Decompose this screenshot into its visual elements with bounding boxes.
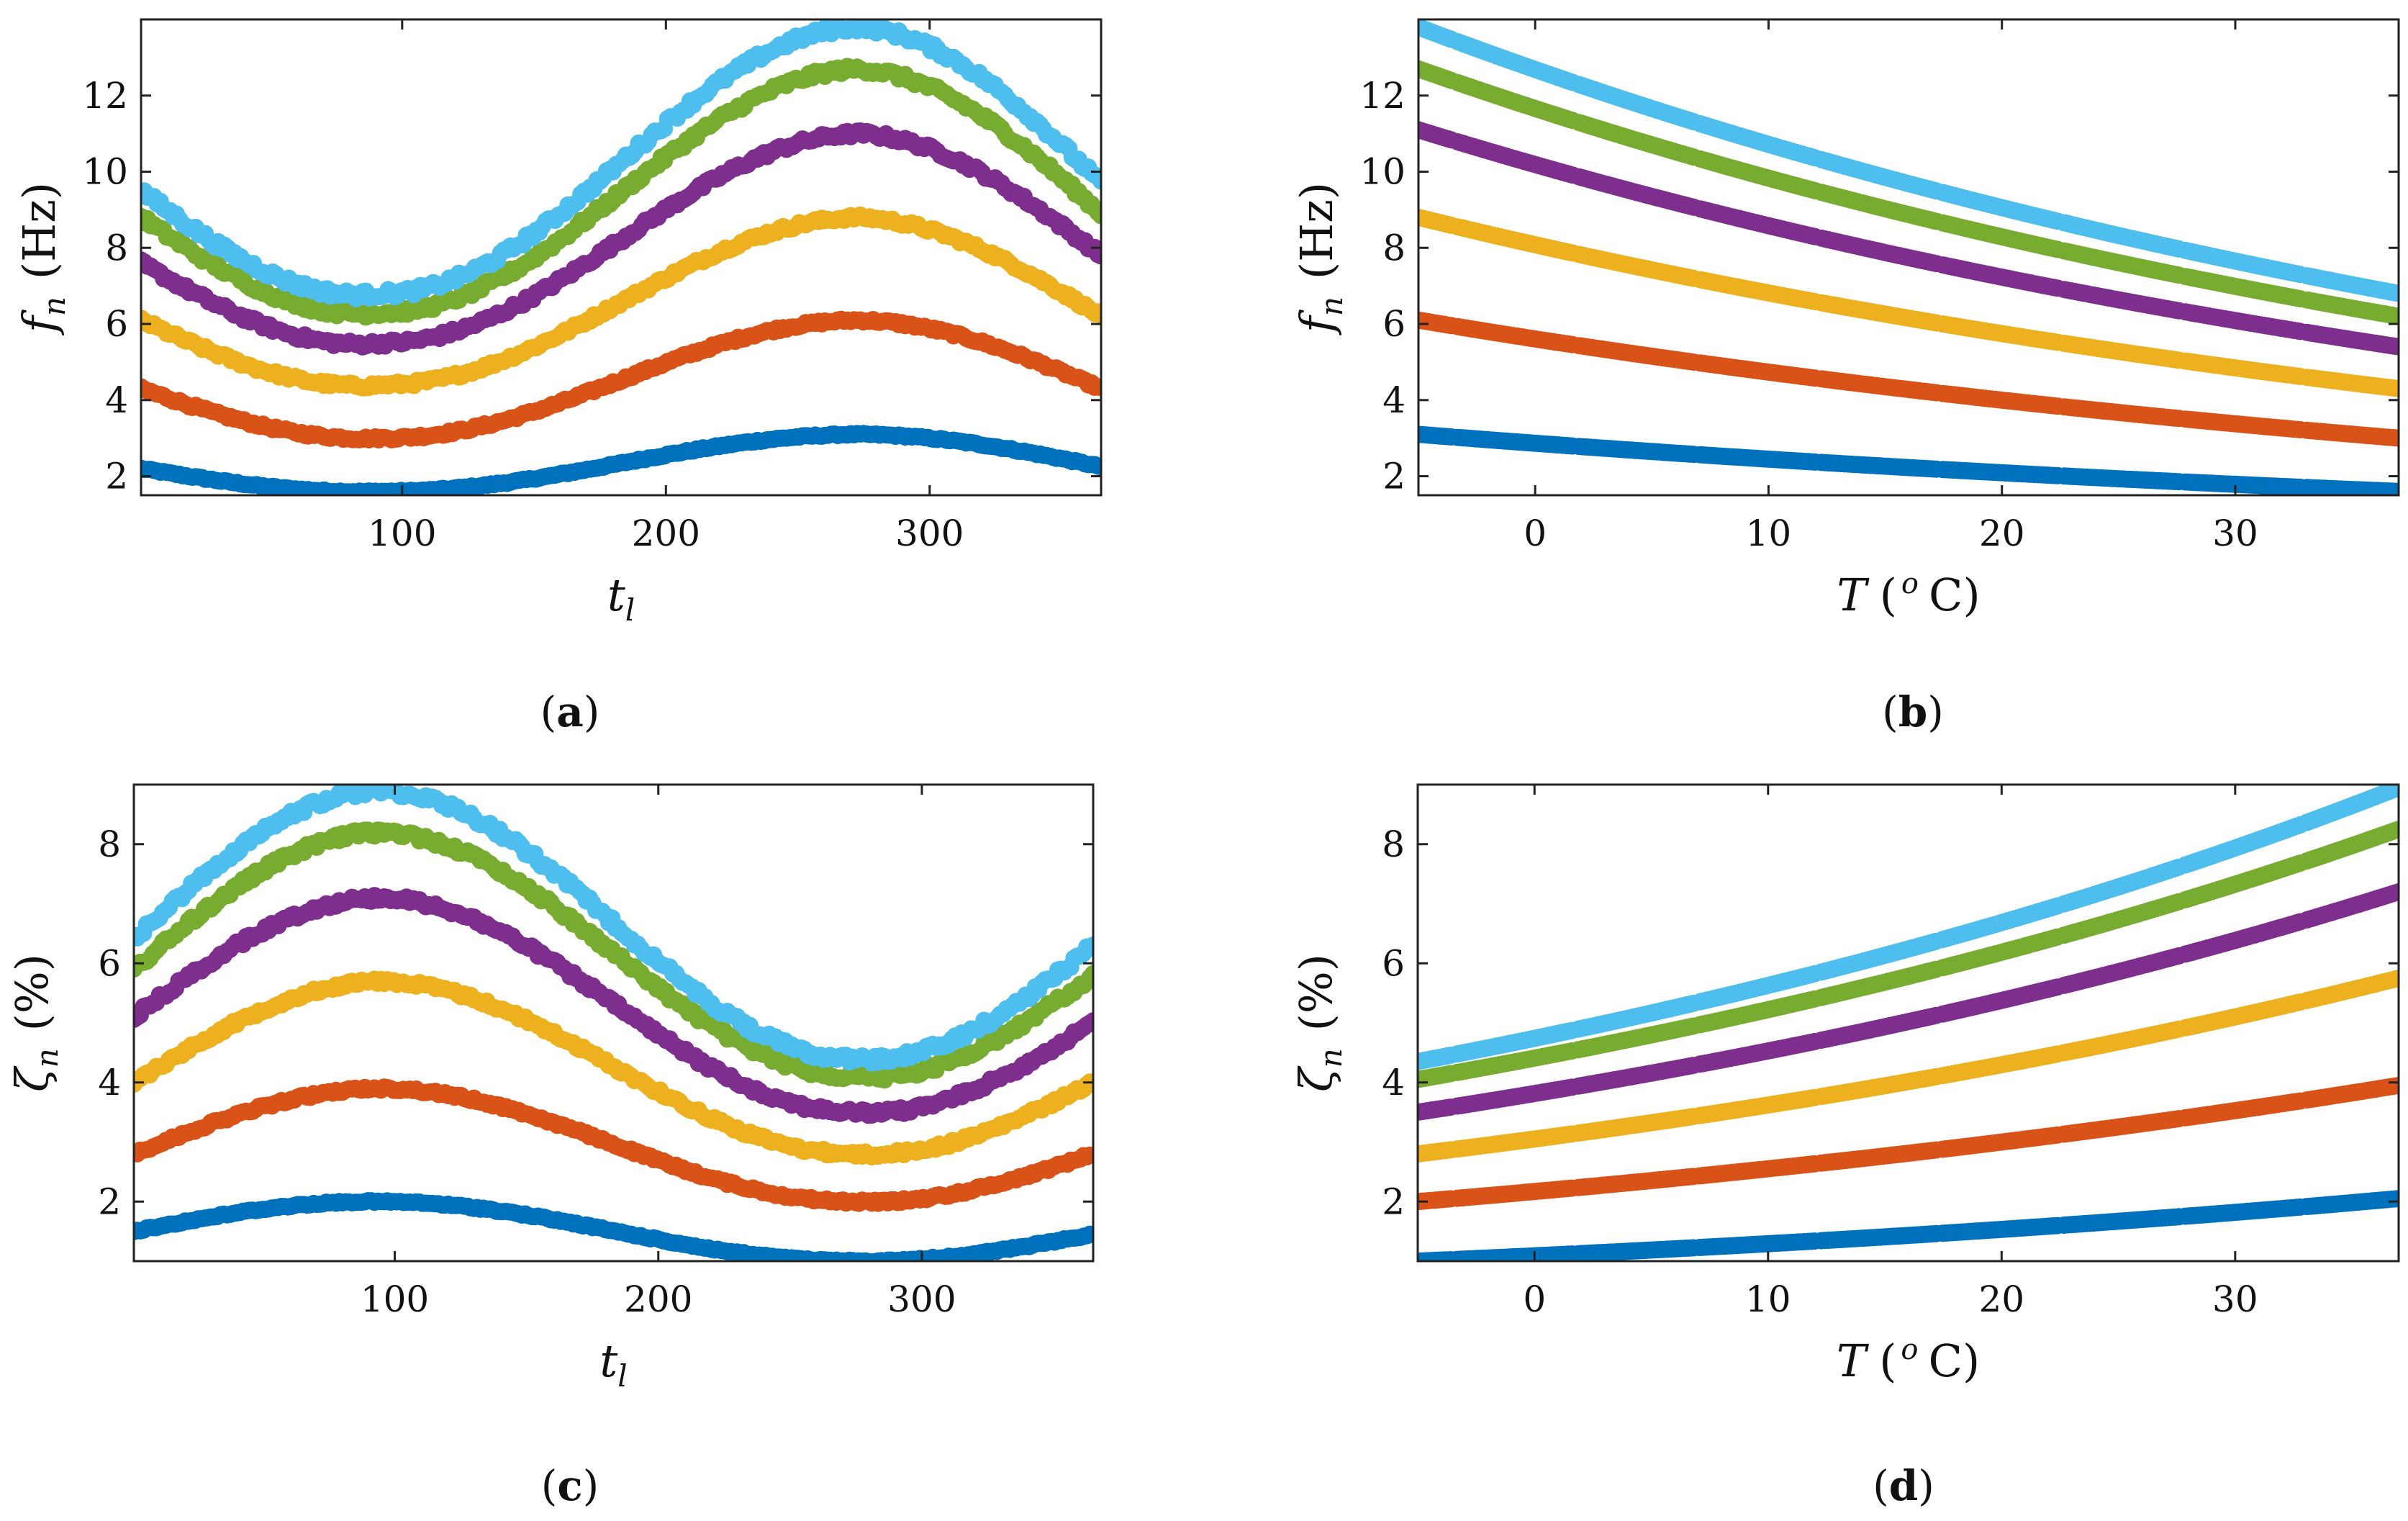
xtick-label-b-0: 0	[1524, 513, 1547, 554]
point-a-4-299	[1092, 247, 1101, 265]
ytick-label-a-3: 8	[105, 227, 128, 268]
series-c-1	[134, 1192, 1093, 1261]
ytick-label-b-0: 2	[1382, 456, 1406, 497]
series-b-3	[1418, 209, 2399, 397]
xtick-label-a-0: 100	[368, 513, 436, 554]
series-a-3	[141, 206, 1101, 397]
series-b-2	[1418, 311, 2399, 447]
series-c-4	[134, 887, 1093, 1124]
xlabel-sup-b: o	[1901, 567, 1919, 600]
series-b-4	[1418, 121, 2399, 356]
xlabel-open-b: (	[1880, 569, 1897, 621]
point-c-1-299	[1085, 1226, 1093, 1244]
ytick-label-b-5: 12	[1359, 75, 1406, 117]
ylabel-b: fn(Hz)	[1290, 182, 1349, 335]
xtick-label-b-2: 20	[1979, 513, 2025, 554]
ytick-label-a-4: 10	[82, 151, 128, 193]
xlabel-sub-a: l	[625, 592, 635, 628]
series-group-a	[141, 19, 1101, 495]
ylabel-sub-b: n	[1314, 297, 1349, 316]
point-b-5-299	[2390, 307, 2399, 325]
ylabel-a: fn(Hz)	[13, 182, 72, 335]
ytick-label-a-5: 12	[82, 75, 128, 117]
xlabel-main-b: T	[1837, 569, 1870, 621]
xlabel-main-a: t	[607, 569, 625, 621]
point-b-6-299	[2390, 284, 2399, 302]
series-c-3	[134, 970, 1093, 1165]
point-b-4-299	[2390, 338, 2399, 356]
point-a-3-299	[1092, 306, 1101, 324]
point-a-2-299	[1092, 379, 1101, 397]
point-c-3-299	[1085, 1075, 1093, 1093]
xlabel-b: T(o C)	[1837, 567, 1980, 621]
series-a-1	[141, 425, 1101, 495]
ytick-label-a-0: 2	[105, 456, 128, 497]
ytick-label-a-1: 4	[105, 379, 128, 421]
point-b-2-299	[2390, 429, 2399, 447]
xlabel-a: tl	[607, 569, 635, 628]
axes-box-a	[140, 18, 1103, 497]
series-b-6	[1418, 19, 2399, 302]
point-a-1-299	[1092, 458, 1101, 476]
series-group-b	[1418, 19, 2399, 495]
xtick-label-b-3: 30	[2212, 513, 2258, 554]
xlabel-rest-b: C)	[1929, 569, 1981, 621]
ytick-label-a-2: 6	[105, 303, 128, 345]
point-a-6-299	[1092, 172, 1101, 190]
point-c-4-299	[1085, 1012, 1093, 1030]
xtick-label-a-1: 200	[632, 513, 700, 554]
point-c-2-299	[1085, 1146, 1093, 1164]
series-a-4	[141, 122, 1101, 356]
series-a-5	[141, 58, 1101, 326]
series-c-5	[134, 821, 1093, 1089]
xtick-label-a-2: 300	[895, 513, 964, 554]
series-b-5	[1418, 60, 2399, 325]
point-b-1-299	[2390, 482, 2399, 495]
point-b-3-299	[2390, 379, 2399, 397]
ytick-label-b-2: 6	[1382, 303, 1406, 345]
series-a-2	[141, 310, 1101, 448]
series-b-1	[1418, 425, 2399, 495]
series-group-c	[134, 785, 1093, 1261]
series-c-2	[134, 1078, 1093, 1212]
xtick-label-b-1: 10	[1746, 513, 1792, 554]
ylabel-unit-a: (Hz)	[13, 182, 65, 279]
ytick-label-b-1: 4	[1382, 379, 1406, 421]
ytick-label-b-4: 10	[1359, 151, 1406, 193]
ylabel-sub-a: n	[37, 297, 72, 316]
ytick-label-b-3: 8	[1382, 227, 1406, 268]
point-a-5-299	[1092, 207, 1101, 225]
axes-box-b	[1417, 18, 2400, 497]
ylabel-unit-b: (Hz)	[1290, 182, 1343, 279]
